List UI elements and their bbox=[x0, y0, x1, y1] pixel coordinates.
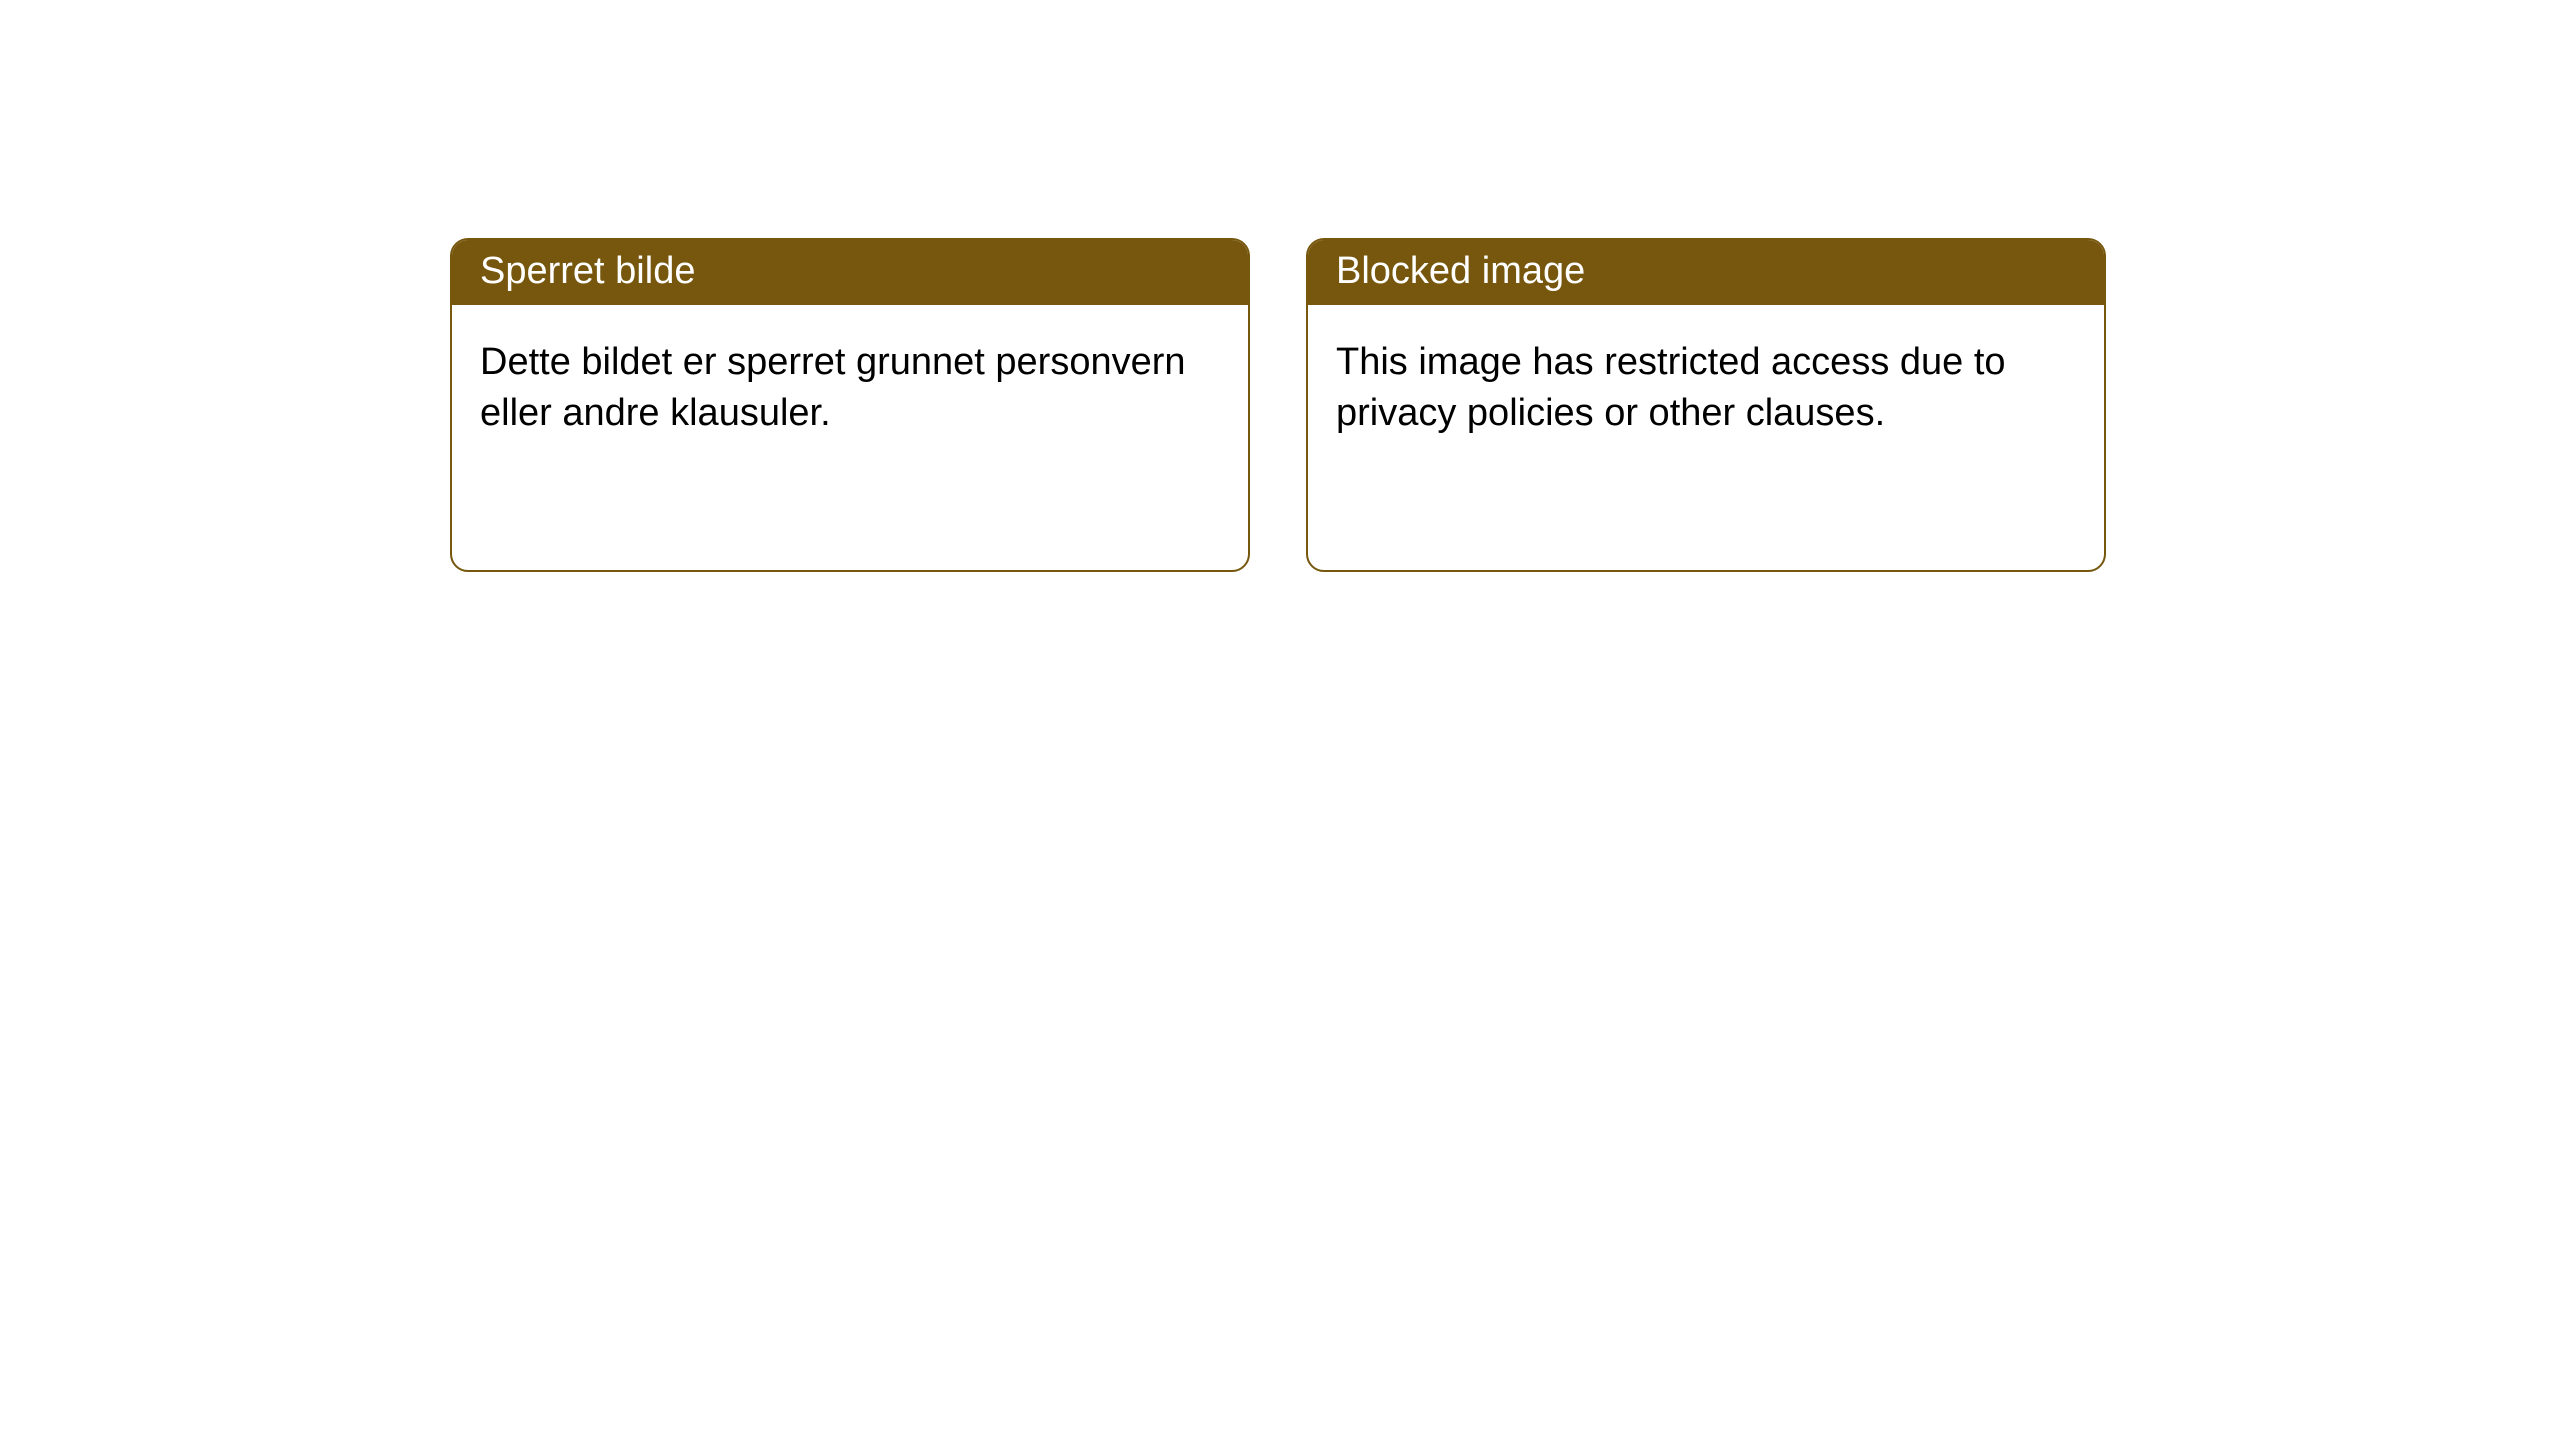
blocked-image-card-en: Blocked image This image has restricted … bbox=[1306, 238, 2106, 572]
notice-container: Sperret bilde Dette bildet er sperret gr… bbox=[450, 238, 2106, 572]
card-header: Blocked image bbox=[1308, 240, 2104, 305]
card-message: Dette bildet er sperret grunnet personve… bbox=[480, 341, 1186, 434]
card-body: Dette bildet er sperret grunnet personve… bbox=[452, 305, 1248, 472]
card-message: This image has restricted access due to … bbox=[1336, 341, 2006, 434]
card-header: Sperret bilde bbox=[452, 240, 1248, 305]
card-title: Sperret bilde bbox=[480, 250, 695, 292]
card-body: This image has restricted access due to … bbox=[1308, 305, 2104, 472]
card-title: Blocked image bbox=[1336, 250, 1585, 292]
blocked-image-card-no: Sperret bilde Dette bildet er sperret gr… bbox=[450, 238, 1250, 572]
